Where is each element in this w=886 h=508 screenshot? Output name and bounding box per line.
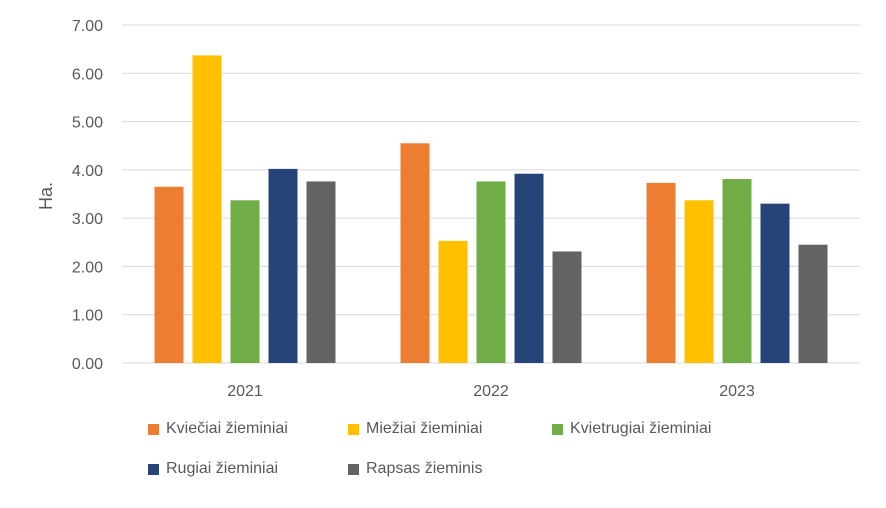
legend-label: Kvietrugiai žieminiai (570, 420, 712, 437)
y-tick-label: 1.00 (72, 308, 103, 325)
legend-swatch (348, 463, 359, 475)
y-tick-label: 3.00 (72, 211, 103, 228)
bar (154, 186, 184, 363)
y-axis-title: Ha. (36, 182, 56, 210)
legend-item: Rugiai žieminiai (148, 460, 278, 478)
legend-label: Rugiai žieminiai (166, 460, 279, 477)
legend-item: Rapsas žieminis (348, 460, 482, 478)
x-tick-label: 2021 (227, 383, 263, 400)
bars (154, 55, 828, 364)
y-tick-label: 0.00 (72, 356, 103, 373)
y-tick-label: 2.00 (72, 259, 103, 276)
legend-label: Kviečiai žieminiai (166, 420, 288, 437)
y-tick-label: 5.00 (72, 115, 103, 132)
x-tick-label: 2023 (719, 383, 755, 400)
legend-swatch (148, 423, 159, 435)
legend-item: Miežiai žieminiai (348, 420, 482, 438)
legend-item: Kvietrugiai žieminiai (552, 420, 711, 438)
bar (646, 182, 676, 363)
y-axis-tick-labels: 0.00 1.00 2.00 3.00 4.00 5.00 6.00 7.00 (72, 18, 103, 373)
x-tick-label: 2022 (473, 383, 509, 400)
bar (192, 55, 222, 364)
bar (552, 251, 582, 363)
legend-label: Rapsas žieminis (366, 460, 483, 477)
x-axis-tick-labels: 2021 2022 2023 (227, 383, 755, 400)
y-tick-label: 6.00 (72, 66, 103, 83)
bar (268, 168, 298, 363)
legend-swatch (552, 423, 563, 435)
bar (760, 203, 790, 363)
bar (798, 244, 828, 363)
bar (306, 181, 336, 363)
legend-swatch (148, 463, 159, 475)
bar (400, 143, 430, 363)
bar (438, 240, 468, 363)
bar (684, 200, 714, 363)
bar (722, 179, 752, 363)
y-tick-label: 7.00 (72, 18, 103, 35)
legend-item: Kviečiai žieminiai (148, 420, 288, 438)
legend-swatch (348, 423, 359, 435)
bar (514, 173, 544, 363)
legend-label: Miežiai žieminiai (366, 420, 483, 437)
bar (476, 181, 506, 363)
bar (230, 200, 260, 363)
y-tick-label: 4.00 (72, 163, 103, 180)
